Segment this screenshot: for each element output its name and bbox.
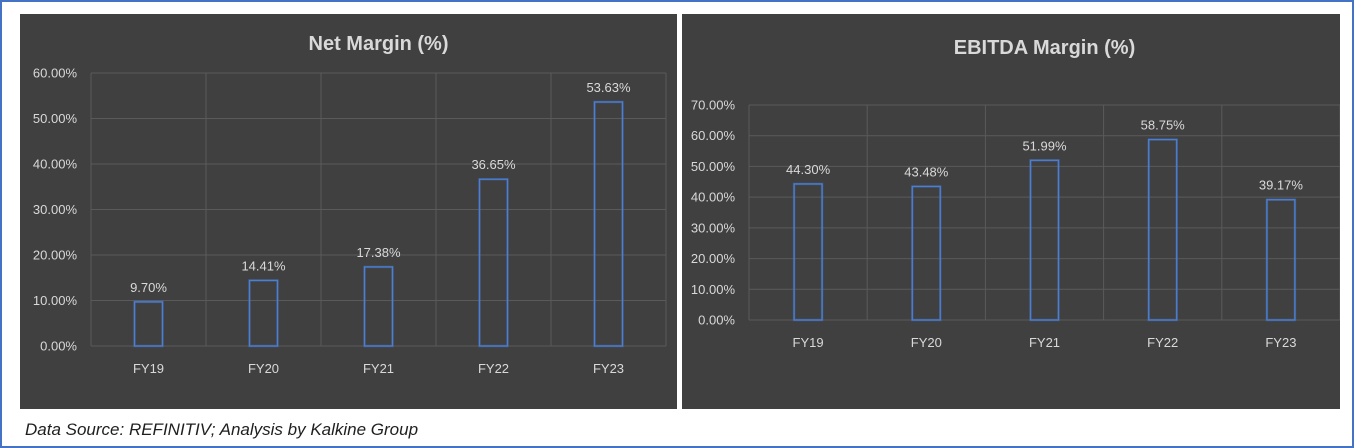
x-tick-label: FY22 — [478, 361, 509, 376]
bar-glow — [1265, 198, 1297, 322]
bar-glow — [593, 100, 624, 348]
y-tick-label: 40.00% — [691, 190, 736, 205]
bar — [593, 101, 624, 347]
data-label: 14.41% — [241, 258, 286, 273]
data-label: 39.17% — [1259, 178, 1304, 193]
x-tick-label: FY23 — [593, 361, 624, 376]
bar — [793, 183, 823, 321]
bar-glow — [248, 279, 279, 348]
bar — [1029, 159, 1060, 321]
y-tick-label: 0.00% — [40, 339, 77, 354]
data-label: 17.38% — [356, 245, 401, 260]
bar — [363, 266, 394, 347]
y-tick-label: 60.00% — [33, 66, 78, 81]
bar-fy19 — [133, 300, 164, 348]
bar — [911, 185, 941, 321]
bar-fy23 — [1265, 198, 1297, 322]
bar-fy20 — [911, 185, 942, 322]
bar-fy21 — [1029, 159, 1060, 322]
data-label: 58.75% — [1141, 118, 1186, 133]
data-label: 51.99% — [1022, 138, 1067, 153]
y-tick-label: 10.00% — [691, 282, 736, 297]
bar-fy19 — [792, 182, 824, 322]
data-label: 44.30% — [786, 162, 831, 177]
bar-glow — [133, 300, 164, 348]
data-label: 43.48% — [904, 164, 949, 179]
bar-glow — [363, 265, 394, 348]
chart-title: EBITDA Margin (%) — [954, 37, 1135, 59]
x-tick-label: FY19 — [793, 335, 824, 350]
x-tick-label: FY20 — [248, 361, 279, 376]
net-margin-chart-panel: Net Margin (%) 0.00% 10.00% 20.00% 30.00% 40.… — [20, 14, 677, 409]
chart-title: Net Margin (%) — [309, 33, 449, 55]
bar — [248, 279, 279, 347]
bar — [1266, 199, 1296, 321]
ebitda-margin-chart: EBITDA Margin (%) 0.00% 10.00% 20.00% 30.00%… — [691, 37, 1340, 350]
bar-glow — [911, 185, 942, 322]
bar-fy22 — [1147, 138, 1178, 322]
bar-fy22 — [478, 177, 509, 348]
ebitda-margin-chart-panel: EBITDA Margin (%) 0.00% 10.00% 20.00% 30.00%… — [682, 14, 1340, 409]
y-tick-label: 20.00% — [33, 248, 78, 263]
bar — [133, 301, 164, 347]
y-tick-label: 70.00% — [691, 98, 736, 113]
y-tick-label: 30.00% — [33, 202, 78, 217]
data-source-caption: Data Source: REFINITIV; Analysis by Kalk… — [25, 420, 419, 439]
x-tick-label: FY19 — [133, 361, 164, 376]
y-tick-label: 0.00% — [698, 313, 735, 328]
bar-fy20 — [248, 279, 279, 348]
data-label: 53.63% — [586, 80, 631, 95]
y-tick-label: 60.00% — [691, 128, 736, 143]
bar — [478, 178, 509, 347]
bar-glow — [792, 182, 824, 322]
y-tick-label: 40.00% — [33, 157, 78, 172]
y-tick-label: 50.00% — [33, 111, 78, 126]
data-label: 36.65% — [471, 157, 516, 172]
bar-fy23 — [593, 100, 624, 348]
bar-glow — [478, 177, 509, 348]
y-tick-label: 30.00% — [691, 220, 736, 235]
y-tick-label: 10.00% — [33, 293, 78, 308]
y-tick-label: 50.00% — [691, 159, 736, 174]
y-tick-label: 20.00% — [691, 251, 736, 266]
bar-glow — [1029, 159, 1060, 322]
x-tick-label: FY23 — [1265, 335, 1296, 350]
bar-fy21 — [363, 265, 394, 348]
x-tick-label: FY20 — [911, 335, 942, 350]
x-tick-label: FY22 — [1147, 335, 1178, 350]
x-tick-label: FY21 — [1029, 335, 1060, 350]
bar — [1148, 138, 1178, 321]
data-label: 9.70% — [130, 280, 167, 295]
net-margin-chart: Net Margin (%) 0.00% 10.00% 20.00% 30.00% 40.… — [33, 33, 667, 376]
x-tick-label: FY21 — [363, 361, 394, 376]
